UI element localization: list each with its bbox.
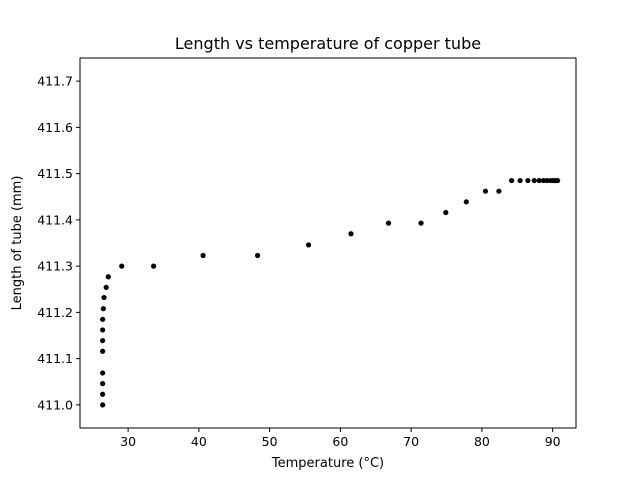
data-points: [100, 177, 561, 408]
data-point: [525, 177, 531, 184]
data-point: [555, 177, 561, 184]
y-tick-label: 411.4: [37, 212, 73, 227]
data-point: [100, 306, 106, 312]
x-tick-label: 70: [403, 434, 419, 449]
x-tick-label: 90: [545, 434, 561, 449]
data-point: [100, 402, 106, 408]
y-tick-label: 411.7: [37, 74, 73, 89]
data-point: [254, 252, 261, 259]
y-axis-label: Length of tube (mm): [10, 176, 25, 311]
data-point: [100, 316, 106, 322]
y-axis-ticks: 411.0 411.1 411.2 411.3 411.4 411.5 411.6 411.7: [37, 74, 80, 412]
data-point: [418, 220, 424, 226]
x-tick-label: 40: [191, 434, 207, 449]
data-point: [463, 199, 469, 205]
data-point: [200, 252, 206, 259]
data-point: [482, 188, 489, 194]
data-point: [105, 274, 111, 280]
y-tick-label: 411.2: [37, 305, 73, 320]
data-point: [101, 294, 107, 301]
x-axis-ticks: 30 40 50 60 70 80 90: [120, 428, 561, 449]
data-point: [536, 177, 542, 184]
data-point: [496, 188, 502, 194]
data-point: [305, 242, 312, 248]
x-axis-label: Temperature (°C): [271, 456, 384, 471]
data-point: [385, 220, 392, 226]
data-point: [348, 231, 354, 237]
x-tick-label: 50: [262, 434, 278, 449]
data-point: [509, 177, 515, 184]
data-point: [103, 284, 109, 290]
x-tick-label: 80: [474, 434, 490, 449]
chart-title: Length vs temperature of copper tube: [175, 34, 481, 53]
data-point: [517, 177, 523, 184]
y-tick-label: 411.1: [37, 351, 73, 366]
y-tick-label: 411.6: [37, 120, 73, 135]
data-point: [150, 263, 157, 269]
plot-area-frame: [79, 57, 577, 429]
y-tick-label: 411.5: [37, 166, 73, 181]
data-point: [100, 348, 106, 354]
data-point: [100, 391, 106, 397]
y-tick-label: 411.0: [37, 397, 73, 412]
data-point: [100, 370, 106, 376]
x-tick-label: 60: [332, 434, 348, 449]
data-point: [100, 327, 106, 333]
data-point: [119, 263, 125, 269]
data-point: [100, 381, 106, 387]
x-tick-label: 30: [120, 434, 136, 449]
data-point: [443, 209, 449, 216]
y-tick-label: 411.3: [37, 259, 73, 274]
data-point: [100, 337, 106, 344]
data-point: [531, 177, 537, 184]
